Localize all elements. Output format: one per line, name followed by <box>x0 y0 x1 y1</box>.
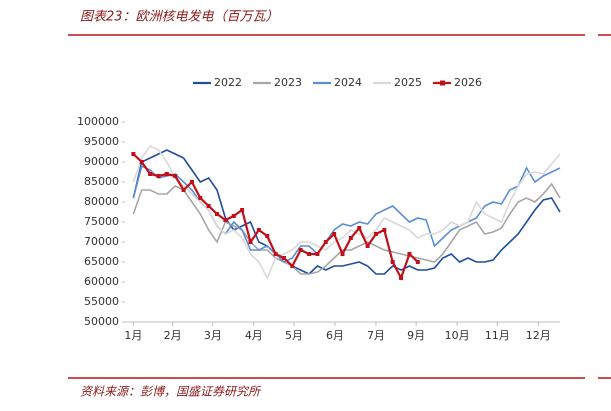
series-marker <box>307 252 312 256</box>
series-marker <box>156 174 161 178</box>
series-marker <box>415 260 420 264</box>
legend-label: 2025 <box>394 76 422 89</box>
legend-label: 2024 <box>334 76 362 89</box>
y-tick-label: 65000 <box>84 255 119 268</box>
series-marker <box>390 260 395 264</box>
series-marker <box>164 172 169 176</box>
series-marker <box>382 228 387 232</box>
y-tick-label: 70000 <box>84 235 119 248</box>
x-tick-label: 2月 <box>164 329 182 342</box>
series-marker <box>256 228 261 232</box>
series-line <box>132 182 561 275</box>
series-marker <box>348 236 353 240</box>
series-line <box>132 149 561 275</box>
x-tick-label: 4月 <box>245 329 263 342</box>
series-marker <box>215 212 220 216</box>
series-marker <box>139 160 144 164</box>
x-tick-label: 10月 <box>445 329 470 342</box>
y-tick-label: 50000 <box>84 315 119 328</box>
y-tick-label: 80000 <box>84 195 119 208</box>
x-tick-label: 9月 <box>407 329 425 342</box>
legend-marker <box>440 80 445 86</box>
series-marker <box>231 214 236 218</box>
series-marker <box>315 252 320 256</box>
x-tick-label: 7月 <box>367 329 385 342</box>
series-marker <box>323 240 328 244</box>
series-marker <box>373 232 378 236</box>
series-marker <box>173 174 178 178</box>
y-tick-label: 55000 <box>84 295 119 308</box>
series-marker <box>181 188 186 192</box>
chart-title: 图表23：欧洲核电发电（百万瓦） <box>80 9 279 25</box>
series-marker <box>290 264 295 268</box>
x-tick-label: 3月 <box>204 329 222 342</box>
series-marker <box>340 252 345 256</box>
series-marker <box>148 172 153 176</box>
series-marker <box>298 248 303 252</box>
legend-label: 2026 <box>454 76 482 89</box>
series-marker <box>407 252 412 256</box>
y-tick-label: 85000 <box>84 175 119 188</box>
series-marker <box>365 244 370 248</box>
series-marker <box>357 226 362 230</box>
source-note: 资料来源：彭博，国盛证券研究所 <box>80 385 262 399</box>
y-tick-label: 100000 <box>77 115 119 128</box>
x-tick-label: 5月 <box>285 329 303 342</box>
series-marker <box>248 240 253 244</box>
y-tick-label: 75000 <box>84 215 119 228</box>
x-tick-label: 1月 <box>124 329 142 342</box>
series-marker <box>223 218 228 222</box>
y-tick-label: 90000 <box>84 155 119 168</box>
x-tick-label: 12月 <box>526 329 551 342</box>
legend-label: 2023 <box>274 76 302 89</box>
legend-label: 2022 <box>214 76 242 89</box>
y-tick-label: 95000 <box>84 135 119 148</box>
series-marker <box>240 208 245 212</box>
x-tick-label: 11月 <box>485 329 510 342</box>
series-marker <box>281 256 286 260</box>
series-marker <box>206 204 211 208</box>
series-marker <box>332 232 337 236</box>
series-marker <box>265 234 270 238</box>
y-tick-label: 60000 <box>84 275 119 288</box>
series-marker <box>198 196 203 200</box>
series-line <box>132 144 561 280</box>
series-marker <box>189 180 194 184</box>
series-marker <box>399 276 404 280</box>
x-tick-label: 6月 <box>326 329 344 342</box>
series-marker <box>131 152 136 156</box>
series-marker <box>273 252 278 256</box>
